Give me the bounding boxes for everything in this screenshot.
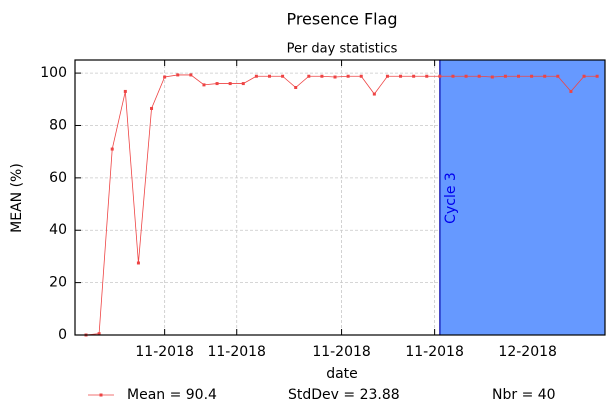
- x-tick-label: 11-2018: [135, 344, 194, 360]
- point: [333, 75, 337, 79]
- point: [346, 74, 350, 78]
- x-axis-label: date: [326, 366, 358, 382]
- point: [569, 89, 573, 93]
- point: [215, 82, 219, 86]
- point: [254, 74, 258, 78]
- y-tick-label: 20: [49, 275, 67, 291]
- stat-label: StdDev = 23.88: [288, 387, 400, 403]
- point: [490, 75, 494, 79]
- point: [123, 89, 127, 93]
- series-line: [85, 74, 598, 336]
- point: [202, 83, 206, 87]
- y-tick-label: 80: [49, 117, 67, 133]
- chart-title: Presence Flag: [286, 10, 397, 29]
- point: [307, 74, 311, 78]
- point: [582, 74, 586, 78]
- point: [372, 92, 376, 96]
- point: [503, 74, 507, 78]
- point: [517, 74, 521, 78]
- point: [477, 74, 481, 78]
- point: [294, 86, 298, 89]
- point: [425, 74, 429, 78]
- y-tick-label: 0: [58, 327, 67, 343]
- cycle-label: Cycle 3: [443, 172, 459, 224]
- point: [189, 73, 193, 77]
- y-tick-label: 100: [40, 65, 67, 81]
- point: [595, 74, 599, 78]
- plot-frame: [74, 59, 606, 336]
- point: [385, 74, 389, 78]
- point: [267, 74, 271, 78]
- point: [438, 74, 442, 78]
- x-tick-label: 11-2018: [312, 344, 371, 360]
- x-tick-label: 11-2018: [207, 344, 266, 360]
- y-tick-label: 40: [49, 222, 67, 238]
- legend-label: Mean = 90.4: [127, 387, 217, 403]
- point: [451, 74, 455, 78]
- point: [150, 106, 154, 110]
- point: [136, 261, 140, 265]
- point: [241, 82, 245, 86]
- point: [556, 74, 560, 78]
- x-tick-label: 11-2018: [405, 344, 464, 360]
- legend-marker: [99, 393, 103, 397]
- point: [163, 75, 167, 79]
- point: [320, 74, 324, 78]
- point: [412, 74, 416, 78]
- point: [110, 147, 114, 151]
- point: [176, 73, 180, 77]
- point: [281, 74, 285, 78]
- point: [399, 74, 403, 78]
- point: [543, 74, 547, 78]
- point: [228, 82, 232, 86]
- point: [530, 74, 534, 78]
- point: [464, 74, 468, 78]
- point: [97, 332, 101, 336]
- x-tick-label: 12-2018: [498, 344, 557, 360]
- y-tick-label: 60: [49, 170, 67, 186]
- chart-subtitle: Per day statistics: [287, 42, 398, 57]
- stat-label: Nbr = 40: [492, 387, 556, 403]
- point: [359, 74, 363, 78]
- y-axis-label: MEAN (%): [9, 163, 25, 233]
- cycle-region: [439, 60, 605, 335]
